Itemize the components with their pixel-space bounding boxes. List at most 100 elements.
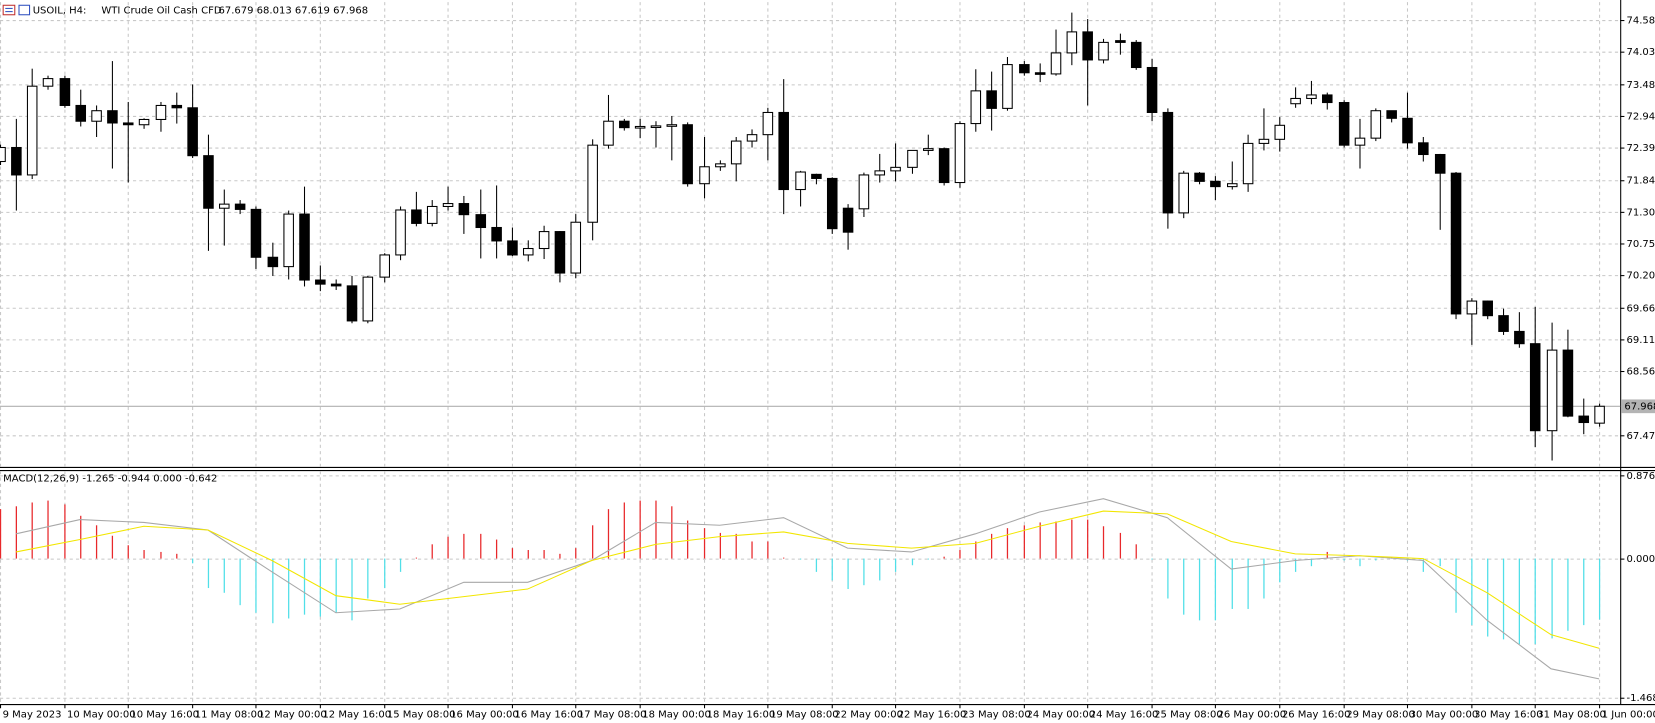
- macd-label: MACD(12,26,9) -1.265 -0.944 0.000 -0.642: [3, 473, 217, 484]
- candle-body-up: [155, 104, 167, 120]
- y-tick-label: -1.468: [1627, 693, 1655, 704]
- x-tick-label: 16 May 16:00: [515, 710, 584, 721]
- y-tick-label: 74.036: [1627, 47, 1655, 58]
- candle-body-down: [1402, 117, 1413, 144]
- ohlc-values: 67.679 68.013 67.619 67.968: [218, 6, 368, 17]
- y-tick-label: 72.395: [1627, 143, 1655, 154]
- candle-body-up: [1178, 172, 1190, 214]
- y-tick-label: 0.000: [1627, 554, 1655, 565]
- x-tick-label: 10 May 00:00: [67, 710, 136, 721]
- candle-body-up: [1227, 183, 1238, 188]
- y-tick-label: 68.566: [1627, 367, 1655, 378]
- candle-body-up: [746, 134, 758, 142]
- y-tick-label: 74.583: [1627, 16, 1655, 27]
- candle-body-down: [11, 146, 22, 176]
- candle-body-down: [1514, 330, 1525, 345]
- candle-body-up: [1290, 97, 1301, 105]
- candle-body-down: [1146, 66, 1158, 113]
- y-tick-label: 69.113: [1627, 335, 1655, 346]
- candle-body-down: [187, 107, 198, 157]
- candle-body-up: [890, 166, 901, 172]
- candle-body-down: [491, 226, 502, 242]
- x-tick-label: 22 May 16:00: [898, 710, 967, 721]
- candle-body-up: [379, 254, 391, 278]
- candle-body-down: [778, 111, 789, 191]
- candle-body-down: [330, 283, 342, 287]
- x-tick-label: 9 May 2023: [3, 710, 62, 721]
- x-tick-label: 18 May 00:00: [642, 710, 711, 721]
- x-tick-label: 10 May 16:00: [130, 710, 199, 721]
- candle-body-up: [1370, 110, 1382, 139]
- candle-body-down: [171, 104, 183, 109]
- candle-body-down: [475, 214, 487, 229]
- x-tick-label: 25 May 08:00: [1154, 710, 1223, 721]
- candle-body-down: [682, 124, 693, 185]
- candle-body-down: [619, 120, 630, 129]
- x-tick-label: 12 May 16:00: [322, 710, 391, 721]
- candle-body-up: [874, 170, 886, 176]
- candle-body-down: [203, 155, 214, 209]
- candle-body-up: [1594, 405, 1605, 424]
- candle-body-up: [858, 174, 870, 210]
- y-tick-label: 72.942: [1627, 111, 1655, 122]
- candle-body-down: [234, 203, 246, 210]
- candle-body-down: [1034, 72, 1046, 75]
- candle-body-down: [411, 209, 422, 224]
- candle-body-down: [1418, 142, 1429, 156]
- macd-line: [15, 498, 1600, 680]
- x-tick-label: 1 Jun 00:00: [1602, 710, 1655, 721]
- symbol-label: USOIL, H4:: [33, 6, 87, 17]
- y-tick-label: 69.660: [1627, 303, 1655, 314]
- candle-body-up: [587, 144, 598, 223]
- candle-body-down: [1450, 172, 1462, 315]
- candle-body-up: [538, 231, 550, 250]
- candle-body-up: [1466, 300, 1478, 315]
- current-price-tag: [1621, 399, 1655, 414]
- candle-body-down: [1386, 110, 1397, 119]
- candle-body-up: [603, 120, 614, 146]
- candle-body-up: [699, 166, 710, 185]
- x-tick-label: 17 May 08:00: [578, 710, 647, 721]
- candle-body-up: [1258, 138, 1270, 144]
- candle-body-down: [811, 173, 822, 179]
- icon-frame: [18, 4, 31, 16]
- x-tick-label: 12 May 00:00: [258, 710, 327, 721]
- candle-body-down: [1130, 41, 1142, 69]
- candle-body-down: [107, 110, 118, 124]
- candle-body-up: [1050, 52, 1062, 75]
- x-tick-label: 29 May 08:00: [1346, 710, 1415, 721]
- candle-body-down: [1578, 415, 1590, 424]
- x-tick-label: 31 May 08:00: [1537, 710, 1606, 721]
- candle-body-down: [938, 148, 950, 184]
- candle-body-up: [762, 111, 774, 136]
- y-tick-label: 67.472: [1627, 431, 1655, 442]
- candle-body-down: [75, 104, 87, 122]
- candle-body-up: [42, 78, 54, 87]
- candle-body-down: [1529, 343, 1541, 432]
- x-tick-label: 22 May 00:00: [834, 710, 903, 721]
- y-tick-label: 0.876: [1627, 471, 1655, 482]
- candle-body-down: [1019, 64, 1030, 74]
- candle-body-up: [362, 276, 374, 322]
- y-tick-label: 70.754: [1627, 239, 1655, 250]
- x-tick-label: 30 May 16:00: [1474, 710, 1543, 721]
- x-tick-label: 26 May 00:00: [1218, 710, 1287, 721]
- candle-body-up: [26, 85, 38, 176]
- candle-body-down: [59, 78, 71, 106]
- candle-body-up: [570, 221, 582, 274]
- candle-body-down: [1082, 31, 1093, 61]
- candle-body-down: [122, 122, 134, 126]
- candle-body-up: [1354, 137, 1366, 146]
- candle-body-down: [826, 177, 838, 230]
- x-tick-label: 15 May 08:00: [387, 710, 456, 721]
- candle-body-up: [1274, 124, 1286, 140]
- marks: [0, 12, 1605, 680]
- candle-body-up: [283, 213, 294, 268]
- candle-body-down: [1562, 349, 1574, 417]
- candle-body-down: [346, 285, 358, 322]
- y-tick-label: 73.489: [1627, 80, 1655, 91]
- candle-body-down: [1498, 315, 1509, 332]
- candle-body-up: [730, 140, 742, 165]
